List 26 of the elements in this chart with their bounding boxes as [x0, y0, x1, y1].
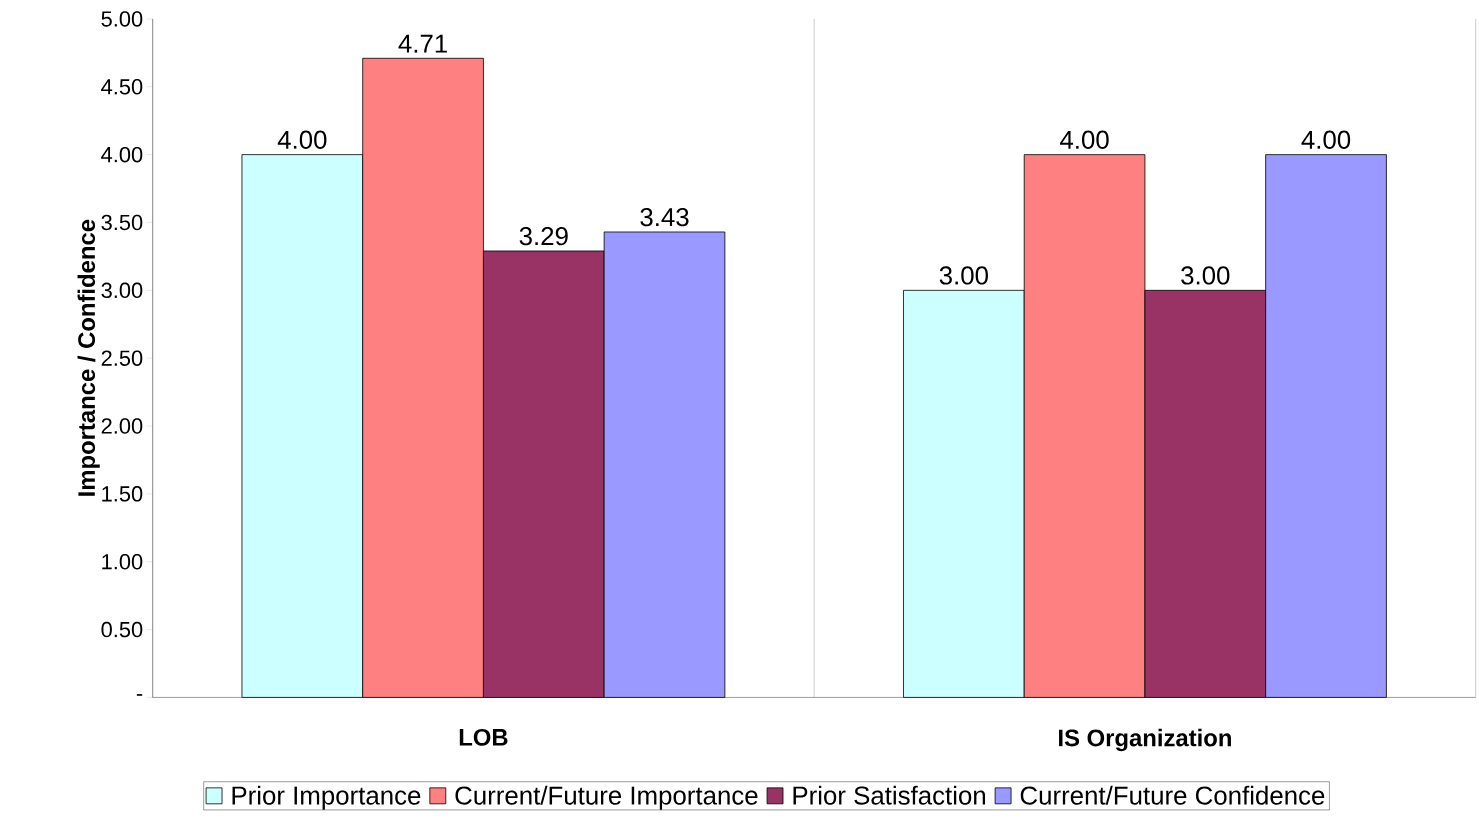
y-tick-label: 2.00	[101, 418, 143, 434]
y-axis-title: Importance / Confidence	[77, 219, 100, 496]
data-label: 3.00	[939, 266, 988, 285]
y-tick-label: 3.50	[101, 214, 143, 231]
data-label: 4.00	[1060, 130, 1109, 149]
y-tick-label: 4.00	[101, 146, 143, 163]
data-label: 4.71	[398, 34, 447, 53]
legend-label: Current/Future Confidence	[1020, 785, 1325, 805]
data-label: 3.29	[519, 226, 568, 246]
y-tick-label: 2.50	[101, 350, 143, 366]
data-label: 3.43	[640, 207, 689, 227]
legend-label: Prior Importance	[232, 785, 421, 810]
x-tick-label: LOB	[459, 728, 508, 746]
legend-label: Prior Satisfaction	[793, 785, 986, 805]
y-tick-label: 4.50	[101, 78, 143, 95]
y-tick-label: 3.00	[101, 282, 143, 299]
x-tick-label: IS Organization	[1059, 728, 1231, 752]
y-tick-label: 0.50	[101, 621, 143, 638]
data-label: 3.00	[1181, 266, 1230, 285]
legend-label: Current/Future Importance	[455, 785, 758, 810]
y-tick-label: 1.00	[102, 553, 143, 570]
y-tick-label: 1.50	[102, 486, 143, 502]
y-tick-label: -	[136, 694, 143, 696]
data-label: 4.00	[277, 130, 327, 149]
y-tick-label: 5.00	[101, 11, 143, 27]
data-label: 4.00	[1301, 130, 1351, 149]
